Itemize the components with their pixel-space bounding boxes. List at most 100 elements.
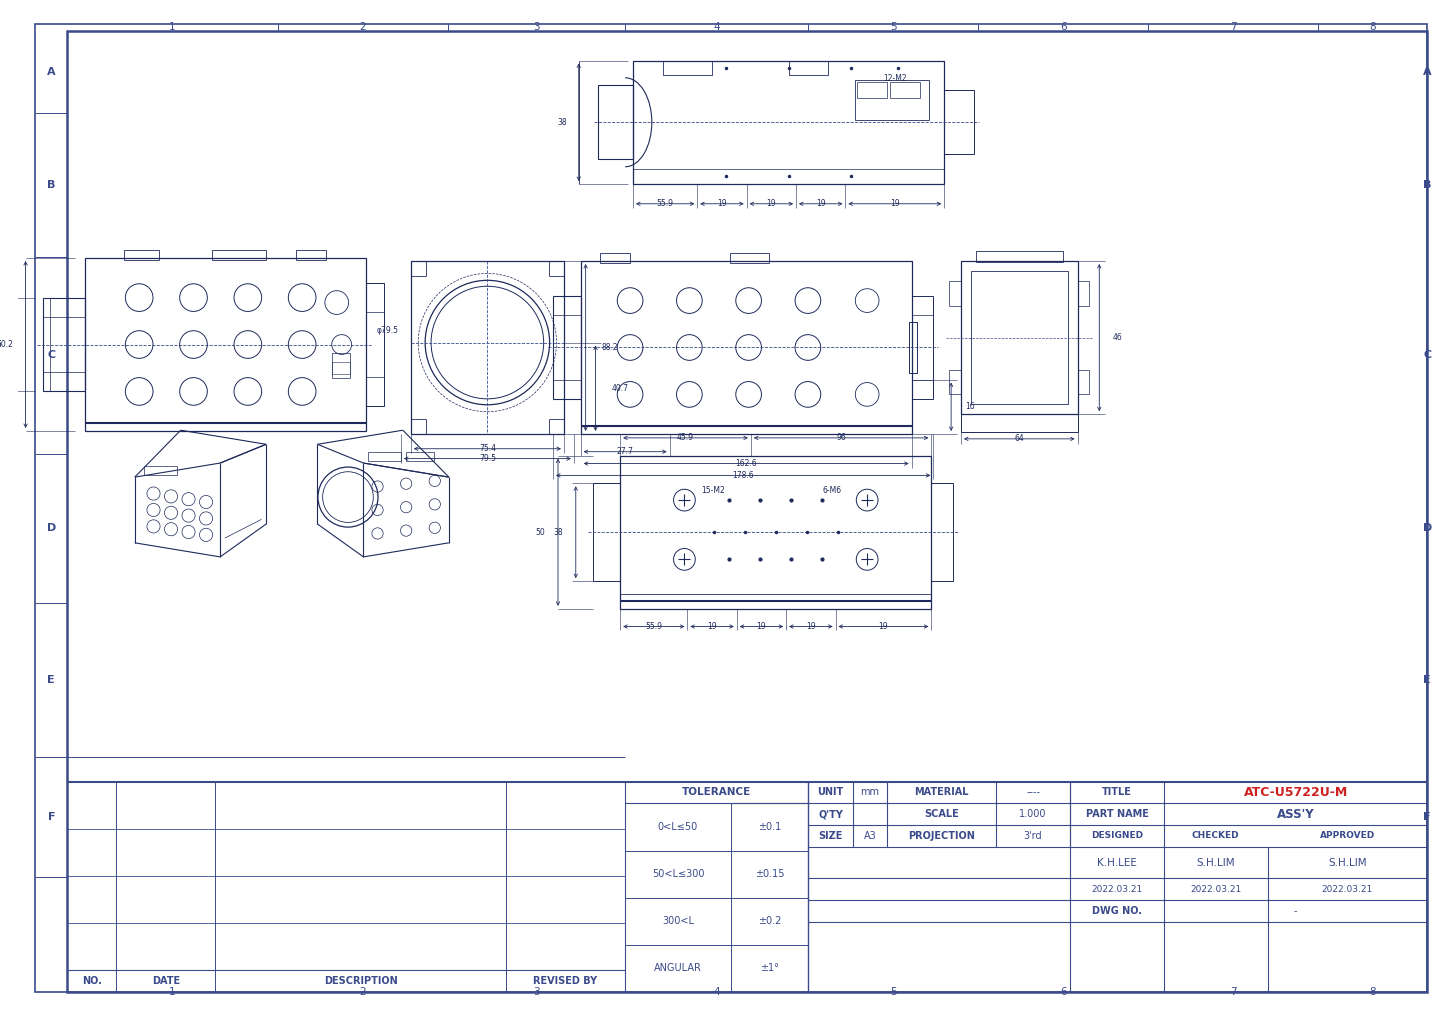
- Text: 96: 96: [837, 434, 845, 442]
- Text: S.H.LIM: S.H.LIM: [1196, 858, 1235, 868]
- Text: B: B: [48, 180, 55, 190]
- Bar: [961, 415, 1078, 432]
- Text: 5: 5: [890, 987, 897, 997]
- Text: 16: 16: [965, 402, 974, 411]
- Bar: [912, 296, 933, 399]
- Text: 19: 19: [717, 199, 727, 208]
- Text: CHECKED: CHECKED: [1192, 831, 1240, 840]
- Text: 55.9: 55.9: [656, 199, 673, 208]
- Text: DWG NO.: DWG NO.: [1092, 906, 1142, 916]
- Text: 50<L≤300: 50<L≤300: [652, 869, 704, 879]
- Text: 3: 3: [533, 987, 539, 997]
- Text: E: E: [48, 675, 55, 685]
- Text: 1.000: 1.000: [1019, 809, 1046, 819]
- Text: 0<L≤50: 0<L≤50: [657, 822, 698, 832]
- Text: A3: A3: [864, 831, 877, 841]
- Text: 2022.03.21: 2022.03.21: [1191, 885, 1241, 894]
- Text: APPROVED: APPROVED: [1319, 831, 1376, 840]
- Bar: [1078, 280, 1090, 306]
- Text: ASS'Y: ASS'Y: [1277, 808, 1315, 821]
- Bar: [944, 90, 974, 154]
- Bar: [332, 362, 350, 374]
- Bar: [890, 82, 919, 99]
- Text: 6: 6: [1061, 987, 1066, 997]
- Text: DATE: DATE: [152, 976, 181, 987]
- Text: 19: 19: [806, 622, 815, 631]
- Text: -: -: [1293, 906, 1298, 916]
- Text: ±0.2: ±0.2: [759, 916, 782, 927]
- Text: SCALE: SCALE: [925, 809, 959, 819]
- Text: REVISED BY: REVISED BY: [533, 976, 598, 987]
- Text: 19: 19: [757, 622, 766, 631]
- Bar: [857, 82, 887, 99]
- Bar: [43, 298, 85, 391]
- Text: 12-M2: 12-M2: [883, 74, 906, 83]
- Text: TITLE: TITLE: [1103, 787, 1131, 798]
- Text: ANGULAR: ANGULAR: [655, 963, 702, 973]
- Text: SIZE: SIZE: [818, 831, 842, 841]
- Bar: [789, 61, 828, 75]
- Text: 178.6: 178.6: [733, 470, 754, 480]
- Bar: [971, 271, 1068, 404]
- Text: 8: 8: [1370, 22, 1376, 33]
- Text: 2: 2: [360, 987, 366, 997]
- Text: 38: 38: [553, 527, 564, 536]
- Text: 79.5: 79.5: [478, 454, 496, 463]
- Text: ±0.15: ±0.15: [756, 869, 785, 879]
- Bar: [620, 455, 932, 609]
- Bar: [124, 250, 159, 260]
- Bar: [975, 251, 1062, 262]
- Bar: [633, 61, 944, 184]
- Text: 55.9: 55.9: [646, 622, 662, 631]
- Text: TOLERANCE: TOLERANCE: [682, 787, 751, 798]
- Text: 2022.03.21: 2022.03.21: [1322, 885, 1373, 894]
- Text: MATERIAL: MATERIAL: [915, 787, 970, 798]
- Bar: [85, 258, 367, 431]
- Text: 1: 1: [169, 22, 176, 33]
- Text: C: C: [1423, 351, 1432, 361]
- Text: DESCRIPTION: DESCRIPTION: [324, 976, 397, 987]
- Text: 15-M2: 15-M2: [702, 486, 725, 495]
- Text: 7: 7: [1230, 22, 1237, 33]
- Text: ATC-U5722U-M: ATC-U5722U-M: [1244, 786, 1348, 799]
- Text: 75.4: 75.4: [478, 444, 496, 453]
- Text: B: B: [1423, 180, 1432, 190]
- Text: 2022.03.21: 2022.03.21: [1091, 885, 1143, 894]
- Text: 46: 46: [1113, 333, 1123, 342]
- Text: 2: 2: [360, 22, 366, 33]
- Text: DESIGNED: DESIGNED: [1091, 831, 1143, 840]
- Text: 50.2: 50.2: [0, 340, 13, 350]
- Bar: [367, 282, 384, 406]
- Text: 8: 8: [1370, 987, 1376, 997]
- Text: 300<L: 300<L: [662, 916, 694, 927]
- Bar: [909, 321, 916, 374]
- Text: A: A: [1423, 67, 1432, 77]
- Text: 46: 46: [0, 340, 3, 350]
- Text: 4: 4: [714, 987, 720, 997]
- Text: A: A: [46, 67, 55, 77]
- Text: 5: 5: [890, 22, 897, 33]
- Text: 50: 50: [536, 527, 545, 536]
- Text: 6-M6: 6-M6: [822, 486, 841, 495]
- Text: F: F: [48, 812, 55, 822]
- Text: 88.2: 88.2: [601, 343, 618, 352]
- Text: PART NAME: PART NAME: [1085, 809, 1149, 819]
- Text: S.H.LIM: S.H.LIM: [1328, 858, 1367, 868]
- Text: 7: 7: [1230, 987, 1237, 997]
- Text: F: F: [1423, 812, 1431, 822]
- Text: K.H.LEE: K.H.LEE: [1097, 858, 1137, 868]
- Bar: [1078, 370, 1090, 394]
- Bar: [961, 261, 1078, 415]
- Bar: [932, 484, 954, 581]
- Text: 40.7: 40.7: [611, 384, 629, 393]
- Bar: [368, 452, 402, 461]
- Bar: [949, 280, 961, 306]
- Text: 19: 19: [766, 199, 776, 208]
- Text: D: D: [1422, 523, 1432, 533]
- Text: 38: 38: [558, 118, 566, 127]
- Bar: [553, 296, 581, 399]
- Bar: [410, 261, 564, 434]
- Bar: [730, 253, 769, 263]
- Text: 162.6: 162.6: [736, 459, 757, 468]
- Bar: [144, 466, 176, 475]
